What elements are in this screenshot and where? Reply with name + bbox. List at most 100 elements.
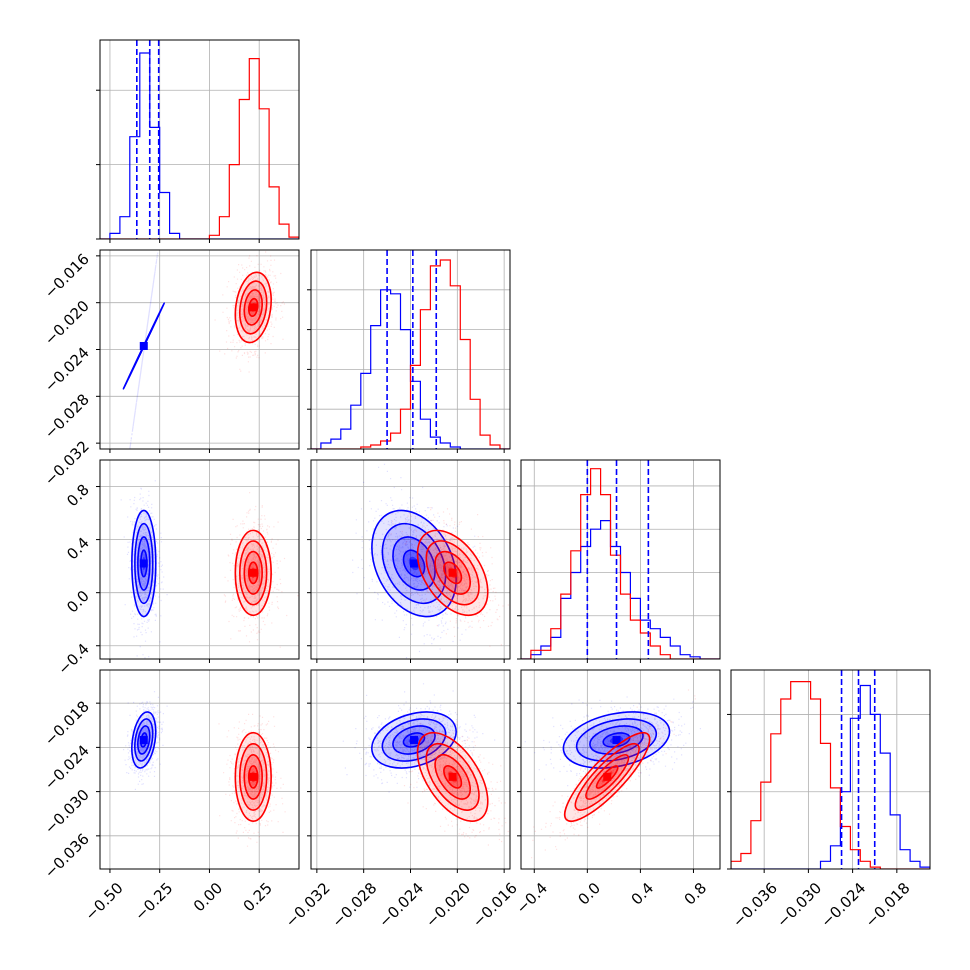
panel-content: [524, 689, 701, 859]
panel-content: [352, 463, 509, 659]
y-tick-label: −0.4: [54, 640, 92, 678]
panel-content: [122, 251, 285, 449]
contour-line: [234, 731, 272, 822]
y-tick-label: −0.018: [41, 697, 93, 749]
panel-frame: [310, 669, 511, 870]
contour-line: [575, 718, 658, 762]
contour-line: [131, 509, 157, 618]
density-peak: [139, 736, 148, 745]
contour-line: [425, 742, 480, 811]
scatter-points-0: [120, 480, 168, 659]
panel-frame: [310, 249, 511, 450]
histogram-blue: [521, 520, 720, 659]
x-tick-label: −0.036: [729, 879, 781, 931]
contour-line: [371, 711, 457, 769]
histogram-red: [311, 259, 510, 449]
contour-line: [239, 280, 268, 335]
x-tick-label: 0.4: [628, 879, 658, 909]
x-tick-label: 0.25: [240, 879, 276, 915]
density-peak: [612, 736, 621, 745]
panel-content: [100, 40, 299, 239]
y-tick-label: −0.020: [41, 297, 93, 349]
contour-line: [134, 522, 154, 605]
x-tick-label: −0.018: [862, 879, 914, 931]
contour-line: [434, 550, 472, 595]
panel-frame: [99, 669, 300, 870]
histogram-panel: [307, 249, 511, 453]
histogram-blue: [100, 52, 299, 239]
contour-line: [243, 754, 263, 800]
panel-frame: [310, 459, 511, 660]
contour-line: [243, 550, 263, 595]
contour-line: [563, 731, 651, 822]
contour-line: [234, 271, 272, 344]
contour-line: [589, 725, 644, 755]
panel-content: [311, 250, 510, 449]
density-peak: [603, 772, 612, 781]
pair-panel: [307, 459, 511, 663]
y-tick-label: 0.0: [63, 587, 93, 617]
x-tick-label: −0.4: [513, 879, 551, 917]
panel-frame: [99, 39, 300, 240]
y-tick-label: 0.4: [63, 534, 93, 564]
histogram-panel: −0.036−0.030−0.024−0.018: [727, 669, 931, 931]
contour-line: [585, 754, 630, 800]
x-tick-label: 0.0: [574, 879, 604, 909]
density-peak: [139, 559, 148, 568]
pair-panel: −0.032−0.028−0.024−0.020−0.016: [282, 669, 521, 931]
y-tick-label: −0.036: [41, 830, 93, 882]
contour-line: [562, 711, 671, 769]
scatter-points-0: [524, 696, 701, 794]
density-peak: [249, 568, 258, 577]
contour-line: [238, 742, 268, 811]
density-peak: [448, 568, 457, 577]
contour-line: [443, 765, 463, 789]
panel-frame: [99, 459, 300, 660]
density-peak: [249, 303, 258, 312]
x-tick-label: −0.020: [422, 879, 474, 931]
x-tick-label: −0.024: [817, 879, 869, 931]
y-tick-label: −0.016: [41, 250, 93, 302]
pair-panel: −0.50 −0.25 0.00 0.25 −0.036−0.030−0.024−0.0…: [41, 669, 300, 924]
histogram-red: [521, 468, 720, 659]
contour-line: [247, 297, 259, 318]
contour-line: [425, 540, 480, 606]
y-tick-label: −0.024: [41, 344, 93, 396]
y-tick-label: −0.024: [41, 742, 93, 794]
histogram-blue: [731, 684, 930, 869]
y-tick-label: −0.030: [41, 786, 93, 838]
density-peak: [448, 772, 457, 781]
x-tick-label: 0.00: [190, 879, 226, 915]
scatter-points-0: [129, 252, 159, 449]
histogram-blue: [311, 289, 510, 449]
panel-frame: [520, 459, 721, 660]
x-tick-label: −0.25: [131, 879, 176, 924]
x-tick-label: −0.030: [773, 879, 825, 931]
y-tick-label: −0.028: [41, 390, 93, 442]
y-tick-label: −0.032: [41, 437, 93, 489]
y-tick-label: 0.8: [63, 481, 93, 511]
contour-line: [234, 529, 272, 617]
x-tick-label: −0.024: [375, 879, 427, 931]
density-peak: [410, 559, 419, 568]
contour-line: [416, 529, 489, 617]
contour-line: [134, 718, 154, 762]
contour-line: [243, 289, 263, 326]
density-peak: [249, 772, 258, 781]
panel-content: [521, 460, 720, 659]
contour-line: [247, 765, 259, 789]
panel-frame: [520, 669, 721, 870]
x-tick-label: −0.032: [282, 879, 334, 931]
panel-content: [120, 480, 299, 659]
contour-line: [381, 522, 447, 605]
panel-frame: [99, 249, 300, 450]
x-tick-label: −0.50: [82, 879, 127, 924]
pair-panel: −0.4 0.0 0.4 0.8: [513, 669, 721, 918]
contour-line: [402, 549, 426, 578]
contour-line: [392, 536, 436, 591]
x-tick-label: 0.8: [681, 879, 711, 909]
pair-panel: −0.032−0.028−0.024−0.020−0.016: [41, 249, 300, 489]
contour-line: [416, 731, 489, 822]
histogram-red: [731, 681, 930, 869]
contour-line: [131, 711, 157, 769]
